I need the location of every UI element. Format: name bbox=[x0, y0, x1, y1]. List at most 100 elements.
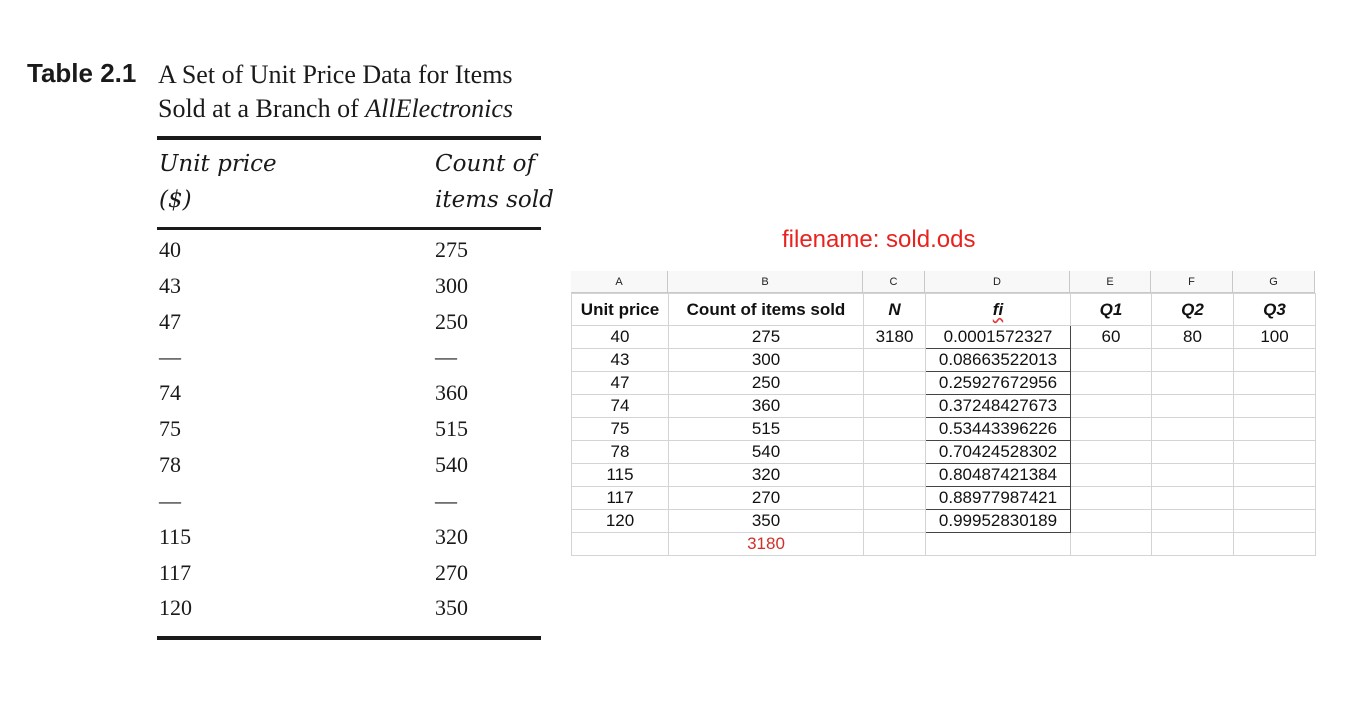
cell-fi[interactable]: 0.08663522013 bbox=[925, 348, 1071, 372]
cell-n[interactable] bbox=[863, 463, 926, 487]
column-letter-c[interactable]: C bbox=[863, 271, 925, 293]
book-cell-count: 270 bbox=[435, 560, 468, 585]
cell-q1[interactable] bbox=[1070, 371, 1152, 395]
cell-count[interactable]: 515 bbox=[668, 417, 864, 441]
column-letter-a[interactable]: A bbox=[571, 271, 668, 293]
cell-q3[interactable] bbox=[1233, 486, 1316, 510]
cell-q1[interactable] bbox=[1070, 440, 1152, 464]
cell-total-count[interactable]: 3180 bbox=[668, 532, 864, 556]
book-cell-unit-price: 115 bbox=[159, 524, 192, 549]
cell-q2[interactable]: 80 bbox=[1151, 325, 1234, 349]
cell-empty[interactable] bbox=[863, 532, 926, 556]
filename-label: filename: sold.ods bbox=[782, 226, 976, 253]
cell-n[interactable] bbox=[863, 486, 926, 510]
cell-q3[interactable] bbox=[1233, 509, 1316, 533]
cell-q1[interactable] bbox=[1070, 417, 1152, 441]
column-letter-f[interactable]: F bbox=[1151, 271, 1233, 293]
cell-q1[interactable] bbox=[1070, 463, 1152, 487]
cell-q3[interactable] bbox=[1233, 371, 1316, 395]
header-cell-f[interactable]: Q2 bbox=[1151, 293, 1234, 326]
cell-unit-price[interactable]: 47 bbox=[571, 371, 669, 395]
cell-q2[interactable] bbox=[1151, 486, 1234, 510]
cell-empty[interactable] bbox=[1151, 532, 1234, 556]
cell-count[interactable]: 540 bbox=[668, 440, 864, 464]
company-name: AllElectronics bbox=[365, 94, 514, 123]
cell-unit-price[interactable]: 43 bbox=[571, 348, 669, 372]
cell-q3[interactable]: 100 bbox=[1233, 325, 1316, 349]
header-rule bbox=[157, 227, 541, 230]
cell-n[interactable]: 3180 bbox=[863, 325, 926, 349]
table-row: 75 515 0.53443396226 bbox=[571, 417, 1316, 441]
column-letter-b[interactable]: B bbox=[668, 271, 863, 293]
cell-q3[interactable] bbox=[1233, 463, 1316, 487]
cell-n[interactable] bbox=[863, 509, 926, 533]
cell-q3[interactable] bbox=[1233, 348, 1316, 372]
header-cell-g[interactable]: Q3 bbox=[1233, 293, 1316, 326]
header-cell-d[interactable]: fi bbox=[925, 293, 1071, 326]
cell-count[interactable]: 300 bbox=[668, 348, 864, 372]
cell-q3[interactable] bbox=[1233, 394, 1316, 418]
cell-unit-price[interactable]: 75 bbox=[571, 417, 669, 441]
header-text: fi bbox=[992, 299, 1004, 319]
cell-empty[interactable] bbox=[925, 532, 1071, 556]
cell-empty[interactable] bbox=[1070, 532, 1152, 556]
cell-q2[interactable] bbox=[1151, 417, 1234, 441]
cell-count[interactable]: 270 bbox=[668, 486, 864, 510]
cell-fi[interactable]: 0.0001572327 bbox=[925, 325, 1071, 349]
header-cell-b[interactable]: Count of items sold bbox=[668, 293, 864, 326]
header-cell-a[interactable]: Unit price bbox=[571, 293, 669, 326]
cell-count[interactable]: 275 bbox=[668, 325, 864, 349]
column-letter-g[interactable]: G bbox=[1233, 271, 1315, 293]
column-letter-d[interactable]: D bbox=[925, 271, 1070, 293]
cell-fi[interactable]: 0.37248427673 bbox=[925, 394, 1071, 418]
cell-q2[interactable] bbox=[1151, 394, 1234, 418]
cell-fi[interactable]: 0.80487421384 bbox=[925, 463, 1071, 487]
cell-n[interactable] bbox=[863, 440, 926, 464]
header-text: Q3 bbox=[1263, 299, 1286, 319]
cell-q1[interactable] bbox=[1070, 348, 1152, 372]
header-cell-e[interactable]: Q1 bbox=[1070, 293, 1152, 326]
cell-q1[interactable] bbox=[1070, 394, 1152, 418]
header-cell-c[interactable]: N bbox=[863, 293, 926, 326]
cell-n[interactable] bbox=[863, 417, 926, 441]
cell-n[interactable] bbox=[863, 348, 926, 372]
cell-empty[interactable] bbox=[571, 532, 669, 556]
cell-unit-price[interactable]: 40 bbox=[571, 325, 669, 349]
column-letter-e[interactable]: E bbox=[1070, 271, 1151, 293]
cell-unit-price[interactable]: 78 bbox=[571, 440, 669, 464]
cell-q1[interactable]: 60 bbox=[1070, 325, 1152, 349]
cell-n[interactable] bbox=[863, 371, 926, 395]
cell-count[interactable]: 360 bbox=[668, 394, 864, 418]
cell-q3[interactable] bbox=[1233, 417, 1316, 441]
cell-fi[interactable]: 0.53443396226 bbox=[925, 417, 1071, 441]
cell-n[interactable] bbox=[863, 394, 926, 418]
book-cell-unit-price: 43 bbox=[159, 273, 181, 298]
cell-q2[interactable] bbox=[1151, 371, 1234, 395]
book-cell-unit-price: 47 bbox=[159, 309, 181, 334]
cell-fi[interactable]: 0.25927672956 bbox=[925, 371, 1071, 395]
table-title-line2: Sold at a Branch of AllElectronics bbox=[158, 92, 558, 126]
cell-q1[interactable] bbox=[1070, 486, 1152, 510]
cell-q2[interactable] bbox=[1151, 463, 1234, 487]
cell-unit-price[interactable]: 74 bbox=[571, 394, 669, 418]
cell-fi[interactable]: 0.88977987421 bbox=[925, 486, 1071, 510]
table-label: Table 2.1 bbox=[27, 58, 137, 88]
cell-q2[interactable] bbox=[1151, 509, 1234, 533]
cell-fi[interactable]: 0.99952830189 bbox=[925, 509, 1071, 533]
cell-count[interactable]: 350 bbox=[668, 509, 864, 533]
cell-q2[interactable] bbox=[1151, 348, 1234, 372]
cell-unit-price[interactable]: 120 bbox=[571, 509, 669, 533]
cell-count[interactable]: 320 bbox=[668, 463, 864, 487]
cell-count[interactable]: 250 bbox=[668, 371, 864, 395]
cell-unit-price[interactable]: 115 bbox=[571, 463, 669, 487]
cell-fi[interactable]: 0.70424528302 bbox=[925, 440, 1071, 464]
cell-q1[interactable] bbox=[1070, 509, 1152, 533]
cell-unit-price[interactable]: 117 bbox=[571, 486, 669, 510]
top-rule bbox=[157, 136, 541, 140]
cell-q2[interactable] bbox=[1151, 440, 1234, 464]
cell-empty[interactable] bbox=[1233, 532, 1316, 556]
cell-q3[interactable] bbox=[1233, 440, 1316, 464]
col-header-unit-price: Unit price ($) bbox=[159, 146, 277, 218]
